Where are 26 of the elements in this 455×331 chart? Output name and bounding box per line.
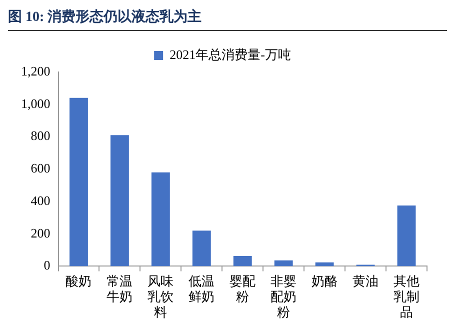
x-tick-label: 婴配粉 bbox=[230, 273, 256, 304]
bar bbox=[151, 172, 170, 266]
bar bbox=[110, 135, 129, 266]
y-tick-label: 1,000 bbox=[21, 96, 50, 111]
bar bbox=[233, 256, 252, 266]
x-tick-label: 低温鲜奶 bbox=[188, 273, 215, 304]
x-tick-label: 黄油 bbox=[352, 273, 379, 288]
x-tick-label: 奶酪 bbox=[312, 273, 338, 288]
x-tick-label: 非婴配奶粉 bbox=[270, 273, 297, 320]
y-tick-label: 1,200 bbox=[21, 63, 50, 78]
x-tick-label: 酸奶 bbox=[66, 273, 92, 288]
y-tick-label: 400 bbox=[30, 192, 50, 208]
y-tick-label: 800 bbox=[30, 128, 50, 144]
legend-label: 2021年总消费量-万吨 bbox=[170, 46, 291, 62]
bar bbox=[315, 262, 334, 266]
bar bbox=[397, 206, 416, 266]
x-tick-label: 常温牛奶 bbox=[106, 273, 133, 304]
x-tick-label: 风味乳饮料 bbox=[148, 273, 174, 320]
y-tick-label: 200 bbox=[30, 225, 50, 240]
bar bbox=[192, 230, 211, 266]
chart-title: 图 10: 消费形态仍以液态乳为主 bbox=[8, 8, 447, 31]
bar bbox=[70, 98, 88, 266]
y-tick-label: 600 bbox=[30, 160, 50, 176]
bar bbox=[274, 260, 293, 266]
y-tick-label: 0 bbox=[44, 258, 50, 273]
x-tick-label: 其他乳制品 bbox=[394, 273, 420, 320]
